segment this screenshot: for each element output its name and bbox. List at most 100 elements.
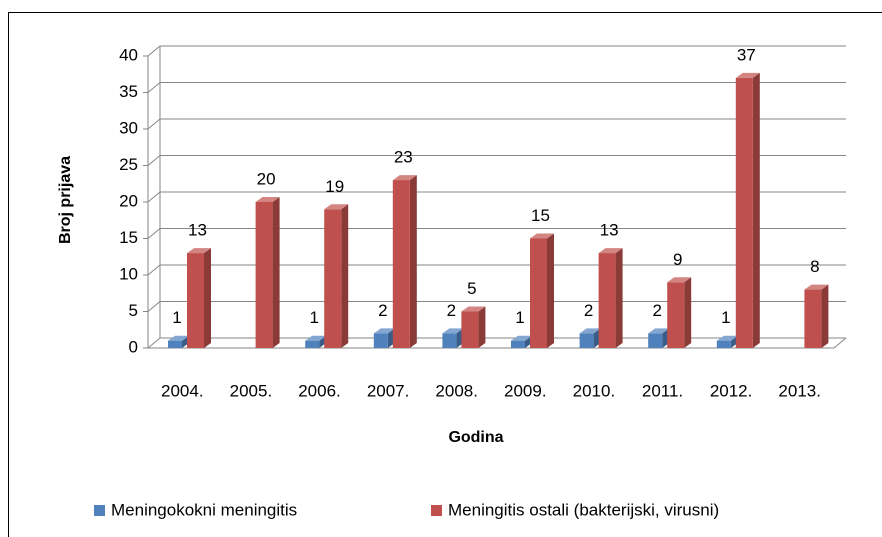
- y-tick-label: 25: [119, 155, 138, 174]
- x-tick-label: 2009.: [504, 381, 547, 400]
- data-label: 1: [721, 308, 730, 327]
- grid-line: [147, 82, 161, 93]
- bar-side: [821, 284, 829, 348]
- data-label: 1: [515, 308, 524, 327]
- bar: [530, 238, 547, 348]
- bar: [648, 333, 663, 348]
- bar: [392, 180, 410, 348]
- bar-top: [804, 284, 829, 290]
- bar-side: [547, 233, 554, 348]
- bar-top: [598, 248, 623, 254]
- legend-label: Meningitis ostali (bakterijski, virusni): [448, 500, 719, 519]
- x-tick-label: 2006.: [298, 381, 341, 400]
- bar-top: [511, 335, 532, 341]
- x-tick-label: 2007.: [367, 381, 410, 400]
- bar: [461, 311, 479, 348]
- data-label: 2: [447, 301, 456, 320]
- bar: [716, 340, 731, 348]
- data-label: 9: [673, 250, 682, 269]
- bar-top: [442, 328, 464, 334]
- grid-line: [147, 301, 161, 312]
- y-tick-label: 30: [119, 118, 138, 137]
- floor-line: [833, 337, 847, 349]
- bar-top: [648, 328, 670, 334]
- data-label: 37: [737, 45, 756, 64]
- y-tick-label: 15: [119, 228, 138, 247]
- y-tick-label: 20: [119, 191, 138, 210]
- data-label: 2: [652, 301, 661, 320]
- y-axis-title: Broj prijava: [57, 156, 74, 244]
- bar-side: [684, 277, 692, 348]
- bar: [373, 333, 388, 348]
- grid-line: [147, 264, 161, 276]
- x-tick-label: 2005.: [230, 381, 273, 400]
- grid-line: [147, 155, 161, 166]
- bar-side: [409, 175, 417, 348]
- data-label: 1: [309, 308, 318, 327]
- data-label: 5: [467, 279, 476, 298]
- data-label: 20: [257, 169, 276, 188]
- bar-top: [373, 328, 395, 334]
- grid-line: [147, 191, 161, 203]
- data-label: 13: [600, 221, 619, 240]
- bar: [598, 253, 616, 348]
- bar-top: [530, 233, 554, 239]
- bar: [579, 333, 594, 348]
- bar-top: [716, 335, 738, 341]
- bar-top: [461, 306, 486, 312]
- bar-side: [341, 204, 349, 348]
- bar-side: [478, 306, 486, 348]
- bar-side: [752, 72, 760, 349]
- bar: [187, 253, 204, 348]
- data-label: 2: [584, 301, 593, 320]
- legend-swatch: [431, 505, 442, 516]
- bar: [511, 340, 525, 348]
- grid-line: [147, 45, 161, 57]
- bar-top: [735, 72, 760, 78]
- bar: [804, 289, 822, 348]
- data-label: 19: [325, 177, 344, 196]
- y-tick-label: 40: [119, 45, 138, 64]
- bar-top: [168, 335, 189, 341]
- bar: [735, 77, 753, 349]
- x-axis-title: Godina: [448, 429, 503, 446]
- bar-top: [667, 277, 692, 283]
- grid-line: [147, 228, 161, 239]
- bar-top: [255, 197, 280, 202]
- x-tick-label: 2004.: [161, 381, 204, 400]
- x-tick-label: 2010.: [573, 381, 616, 400]
- bar-top: [324, 204, 349, 210]
- data-label: 2: [378, 301, 387, 320]
- bar-top: [579, 328, 601, 334]
- grid-line: [147, 118, 161, 130]
- x-tick-label: 2013.: [778, 381, 821, 400]
- bar: [667, 282, 685, 348]
- data-label: 1: [172, 308, 181, 327]
- y-tick-label: 10: [119, 264, 138, 283]
- legend-label: Meningokokni meningitis: [111, 500, 297, 519]
- x-tick-label: 2011.: [642, 381, 683, 400]
- bar-side: [204, 248, 211, 348]
- bar: [168, 340, 182, 348]
- bar-side: [615, 248, 623, 348]
- y-tick-label: 35: [119, 82, 138, 101]
- legend-swatch: [94, 505, 105, 516]
- bar: [255, 202, 273, 348]
- bar-side: [272, 197, 280, 348]
- data-label: 15: [531, 206, 550, 225]
- bar: [442, 333, 457, 348]
- y-tick-label: 5: [129, 301, 138, 320]
- data-label: 23: [394, 148, 413, 167]
- bar-top: [305, 335, 327, 341]
- bar-top: [187, 248, 211, 254]
- data-label: 13: [188, 221, 207, 240]
- grid-line: [147, 337, 161, 349]
- bar: [324, 209, 342, 348]
- y-tick-label: 0: [129, 337, 138, 356]
- x-tick-label: 2008.: [435, 381, 478, 400]
- bar-top: [392, 175, 417, 181]
- bar: [305, 340, 320, 348]
- data-label: 8: [810, 257, 819, 276]
- x-tick-label: 2012.: [710, 381, 753, 400]
